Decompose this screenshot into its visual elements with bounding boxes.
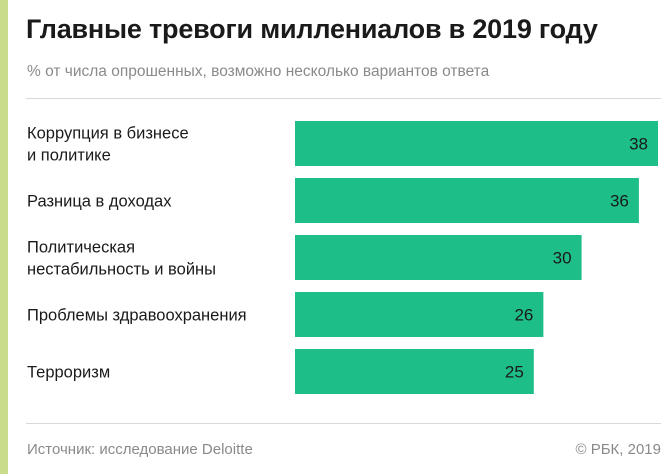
bottom-divider	[26, 423, 661, 424]
copyright-note: © РБК, 2019	[575, 441, 661, 458]
bar-value-label-3: 26	[514, 306, 533, 325]
category-label-1: Разница в доходах	[27, 193, 172, 211]
category-label-3: Проблемы здравоохранения	[27, 307, 247, 325]
source-note: Источник: исследование Deloitte	[27, 441, 253, 458]
bar-value-label-2: 30	[553, 249, 572, 268]
chart-subtitle: % от числа опрошенных, возможно нескольк…	[27, 63, 490, 80]
category-label-0: Коррупция в бизнесе и политике	[27, 125, 189, 165]
chart-title: Главные тревоги миллениалов в 2019 году	[26, 14, 598, 44]
bar-2	[295, 235, 582, 280]
category-label-4: Терроризм	[27, 364, 110, 382]
top-divider	[26, 98, 661, 99]
bar-3	[295, 292, 544, 337]
bar-value-label-4: 25	[505, 363, 524, 382]
accent-stripe	[0, 0, 8, 474]
bar-0	[295, 121, 658, 166]
bar-4	[295, 349, 534, 394]
bar-value-label-1: 36	[610, 192, 629, 211]
category-label-2: Политическая нестабильность и войны	[27, 239, 216, 279]
bar-value-label-0: 38	[629, 135, 648, 154]
bar-1	[295, 178, 639, 223]
